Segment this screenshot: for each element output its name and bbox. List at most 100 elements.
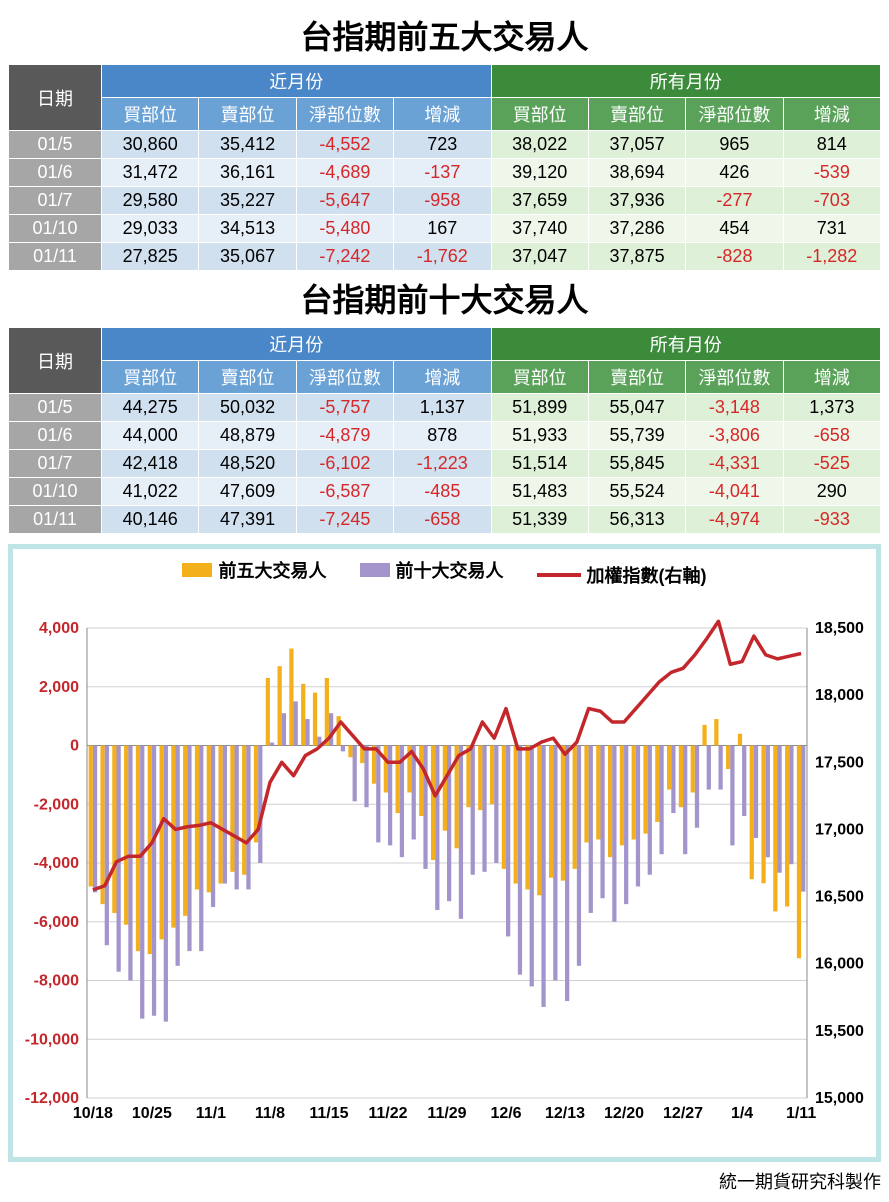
svg-text:12/27: 12/27	[663, 1105, 703, 1122]
cell: -137	[394, 159, 491, 187]
date-cell: 01/5	[9, 131, 102, 159]
cell: -485	[394, 478, 491, 506]
cell: -6,587	[296, 478, 393, 506]
cell: 47,391	[199, 506, 296, 534]
table-row: 01/1029,03334,513-5,48016737,74037,28645…	[9, 215, 881, 243]
table-row: 01/544,27550,032-5,7571,13751,89955,047-…	[9, 394, 881, 422]
svg-text:10/25: 10/25	[132, 1105, 172, 1122]
svg-text:11/1: 11/1	[196, 1105, 226, 1122]
cell: 47,609	[199, 478, 296, 506]
cell: -4,689	[296, 159, 393, 187]
col-date: 日期	[9, 328, 102, 394]
cell: -703	[783, 187, 880, 215]
legend-top5: 前五大交易人	[218, 557, 326, 583]
date-cell: 01/5	[9, 394, 102, 422]
cell: -4,041	[686, 478, 783, 506]
svg-text:-8,000: -8,000	[34, 973, 79, 990]
cell: 37,740	[491, 215, 588, 243]
cell: 723	[394, 131, 491, 159]
cell: -958	[394, 187, 491, 215]
cell: 878	[394, 422, 491, 450]
svg-text:12/20: 12/20	[604, 1105, 644, 1122]
table-row: 01/1140,14647,391-7,245-65851,33956,313-…	[9, 506, 881, 534]
col-delta: 增減	[783, 98, 880, 131]
chart-container: 前五大交易人 前十大交易人 加權指數(右軸) 4,0002,0000-2,000…	[8, 544, 881, 1162]
col-sell: 賣部位	[199, 361, 296, 394]
cell: 55,845	[588, 450, 685, 478]
col-sell: 賣部位	[199, 98, 296, 131]
cell: -4,331	[686, 450, 783, 478]
svg-text:-10,000: -10,000	[25, 1031, 79, 1048]
cell: -933	[783, 506, 880, 534]
col-all: 所有月份	[491, 65, 881, 98]
cell: -1,223	[394, 450, 491, 478]
cell: -1,762	[394, 243, 491, 271]
cell: -4,879	[296, 422, 393, 450]
svg-text:0: 0	[70, 738, 79, 755]
cell: -3,148	[686, 394, 783, 422]
col-sell: 賣部位	[588, 98, 685, 131]
cell: 35,227	[199, 187, 296, 215]
cell: -828	[686, 243, 783, 271]
cell: 814	[783, 131, 880, 159]
cell: -277	[686, 187, 783, 215]
cell: 39,120	[491, 159, 588, 187]
table-row: 01/729,58035,227-5,647-95837,65937,936-2…	[9, 187, 881, 215]
date-cell: 01/11	[9, 243, 102, 271]
cell: 36,161	[199, 159, 296, 187]
svg-text:17,000: 17,000	[815, 821, 864, 838]
svg-text:-6,000: -6,000	[34, 914, 79, 931]
col-buy: 買部位	[102, 361, 199, 394]
cell: -658	[394, 506, 491, 534]
cell: 42,418	[102, 450, 199, 478]
table-row: 01/742,41848,520-6,102-1,22351,51455,845…	[9, 450, 881, 478]
cell: 30,860	[102, 131, 199, 159]
col-delta: 增減	[783, 361, 880, 394]
cell: 37,875	[588, 243, 685, 271]
col-net: 淨部位數	[296, 361, 393, 394]
cell: 44,000	[102, 422, 199, 450]
table-top5: 日期 近月份 所有月份 買部位 賣部位 淨部位數 增減 買部位 賣部位 淨部位數…	[8, 64, 881, 271]
svg-text:11/15: 11/15	[309, 1105, 348, 1122]
table-row: 01/644,00048,879-4,87987851,93355,739-3,…	[9, 422, 881, 450]
cell: 51,514	[491, 450, 588, 478]
cell: -539	[783, 159, 880, 187]
svg-text:17,500: 17,500	[815, 754, 864, 771]
col-near: 近月份	[102, 328, 492, 361]
cell: 34,513	[199, 215, 296, 243]
cell: 1,137	[394, 394, 491, 422]
cell: 731	[783, 215, 880, 243]
svg-text:2,000: 2,000	[39, 679, 79, 696]
svg-text:16,000: 16,000	[815, 956, 864, 973]
table-row: 01/530,86035,412-4,55272338,02237,057965…	[9, 131, 881, 159]
col-date: 日期	[9, 65, 102, 131]
cell: -5,757	[296, 394, 393, 422]
cell: 41,022	[102, 478, 199, 506]
svg-text:-4,000: -4,000	[34, 855, 79, 872]
cell: -7,242	[296, 243, 393, 271]
cell: 454	[686, 215, 783, 243]
cell: 40,146	[102, 506, 199, 534]
svg-text:4,000: 4,000	[39, 620, 79, 637]
svg-text:12/13: 12/13	[545, 1105, 585, 1122]
cell: -5,480	[296, 215, 393, 243]
cell: 48,879	[199, 422, 296, 450]
date-cell: 01/6	[9, 159, 102, 187]
svg-text:-12,000: -12,000	[25, 1090, 79, 1107]
cell: 55,524	[588, 478, 685, 506]
cell: -7,245	[296, 506, 393, 534]
table-top10: 日期 近月份 所有月份 買部位 賣部位 淨部位數 增減 買部位 賣部位 淨部位數…	[8, 327, 881, 534]
title-top10: 台指期前十大交易人	[8, 275, 881, 321]
cell: 55,739	[588, 422, 685, 450]
cell: 51,339	[491, 506, 588, 534]
date-cell: 01/6	[9, 422, 102, 450]
col-net: 淨部位數	[686, 98, 783, 131]
cell: 56,313	[588, 506, 685, 534]
cell: -4,552	[296, 131, 393, 159]
date-cell: 01/7	[9, 187, 102, 215]
combo-chart: 4,000 2,000 0 -2,000 -4,000 -6,000 -8,000 -10,0…	[17, 598, 872, 1148]
cell: 37,057	[588, 131, 685, 159]
svg-text:-2,000: -2,000	[34, 796, 79, 813]
cell: 1,373	[783, 394, 880, 422]
svg-text:11/29: 11/29	[427, 1105, 466, 1122]
